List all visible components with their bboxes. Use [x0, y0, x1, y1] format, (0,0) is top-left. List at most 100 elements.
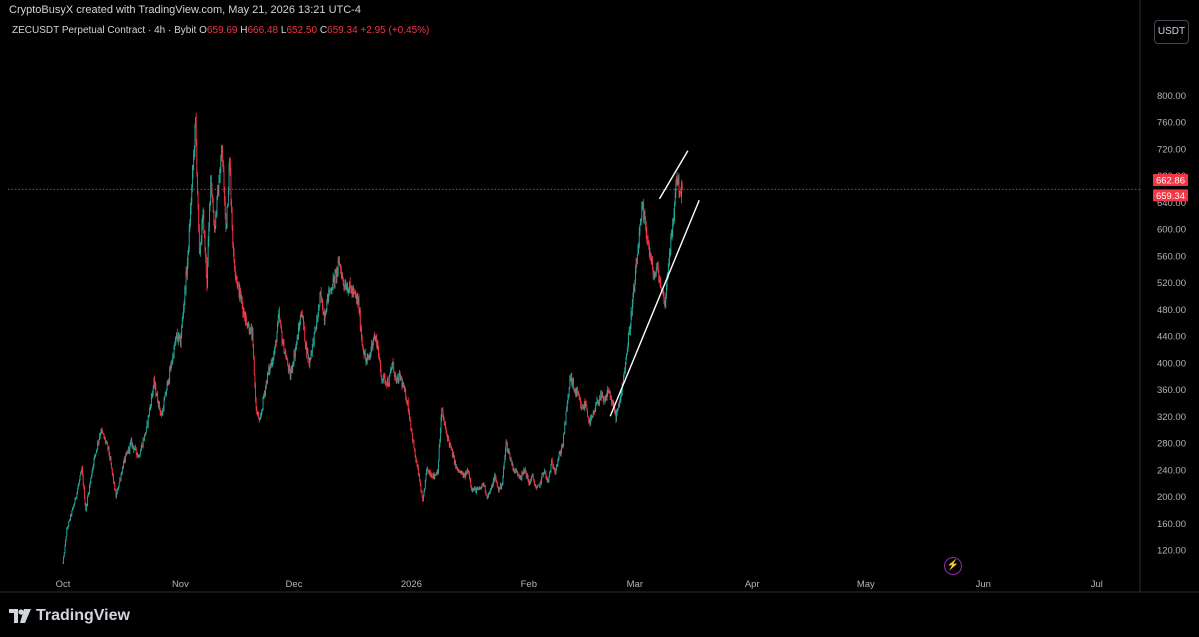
- candle-body: [611, 401, 613, 403]
- candle-body: [318, 306, 320, 316]
- candle-body: [349, 281, 351, 287]
- candle-body: [375, 337, 377, 339]
- candle-body: [648, 244, 650, 257]
- candle-body: [340, 269, 342, 278]
- candle-body: [637, 249, 639, 256]
- candle-body: [433, 473, 435, 478]
- candle-body: [298, 326, 300, 328]
- candle-body: [547, 479, 549, 482]
- candle-body: [400, 376, 402, 380]
- candle-body: [353, 289, 355, 292]
- candle-body: [346, 286, 348, 290]
- candle-body: [359, 310, 361, 313]
- candle-body: [226, 207, 228, 224]
- candle-body: [257, 413, 259, 414]
- candle-body: [252, 331, 254, 345]
- candle-body: [588, 419, 590, 422]
- candle-body: [227, 203, 229, 208]
- candle-body: [122, 467, 124, 469]
- candle-body: [125, 453, 127, 456]
- candle-body: [606, 395, 607, 400]
- candle-body: [108, 446, 110, 455]
- currency-button[interactable]: USDT: [1154, 20, 1189, 44]
- candle-body: [420, 485, 422, 492]
- candle-body: [263, 395, 265, 397]
- candle-body: [281, 331, 283, 343]
- candle-body: [330, 289, 332, 292]
- candle-body: [327, 293, 328, 301]
- candle-body: [357, 298, 359, 304]
- candle-body: [70, 514, 71, 520]
- candle-body: [347, 286, 349, 292]
- candle-body: [170, 363, 172, 371]
- candle-body: [433, 473, 434, 478]
- x-tick-label: Jul: [1091, 579, 1103, 590]
- candle-body: [571, 380, 573, 385]
- candle-body: [628, 329, 630, 334]
- candle-body: [340, 265, 342, 270]
- close-label: C: [319, 25, 328, 36]
- candle-body: [259, 418, 261, 420]
- candle-body: [200, 241, 202, 245]
- candle-body: [321, 298, 323, 300]
- candle-body: [623, 375, 624, 384]
- candle-body: [483, 482, 485, 487]
- candle-body: [368, 357, 370, 359]
- candle-body: [164, 397, 166, 401]
- candle-body: [459, 470, 461, 473]
- candle-body: [337, 268, 338, 271]
- x-tick-label: May: [857, 579, 875, 590]
- candle-body: [159, 401, 160, 409]
- candle-body: [319, 295, 321, 306]
- candle-body: [484, 485, 486, 487]
- candle-body: [133, 446, 135, 450]
- candle-body: [447, 436, 449, 440]
- candle-body: [499, 483, 501, 489]
- candle-body: [440, 430, 441, 442]
- candle-body: [209, 201, 211, 209]
- price-tag-label: 662.86: [1156, 175, 1185, 186]
- candle-body: [431, 474, 433, 477]
- candle-body: [665, 286, 667, 296]
- candle-body: [132, 444, 133, 447]
- candle-body: [628, 333, 629, 348]
- candle-body: [435, 473, 437, 476]
- candle-body: [136, 452, 138, 456]
- candle-body: [196, 142, 198, 174]
- candle-body: [645, 219, 646, 227]
- candle-body: [575, 390, 577, 395]
- candle-body: [452, 449, 453, 457]
- lightning-icon[interactable]: ⚡: [944, 557, 962, 575]
- candle-body: [335, 271, 337, 279]
- candle-body: [96, 448, 98, 450]
- open-value: 659.69: [206, 25, 238, 36]
- candle-body: [623, 373, 625, 376]
- candle-body: [604, 398, 606, 400]
- candle-body: [587, 410, 588, 417]
- candle-body: [490, 488, 492, 490]
- candle-body: [516, 470, 518, 472]
- candle-body: [485, 491, 487, 495]
- candle-body: [94, 455, 95, 460]
- candle-body: [393, 372, 395, 377]
- candle-body: [565, 411, 567, 424]
- candle-body: [246, 325, 248, 327]
- candle-body: [455, 460, 456, 467]
- candle-body: [218, 175, 220, 196]
- candle-body: [446, 432, 448, 435]
- candle-body: [210, 175, 212, 189]
- candle-body: [386, 383, 388, 386]
- candle-body: [215, 214, 217, 228]
- candle-body: [669, 252, 671, 254]
- candle-body: [389, 373, 391, 377]
- candle-body: [358, 298, 360, 313]
- candle-body: [147, 422, 148, 426]
- candle-body: [532, 474, 534, 479]
- candle-body: [381, 376, 383, 381]
- candle-body: [106, 441, 108, 444]
- price-tag-box: [1153, 173, 1188, 186]
- candle-body: [205, 257, 207, 276]
- candle-body: [469, 478, 471, 480]
- x-tick-label: Oct: [56, 579, 71, 590]
